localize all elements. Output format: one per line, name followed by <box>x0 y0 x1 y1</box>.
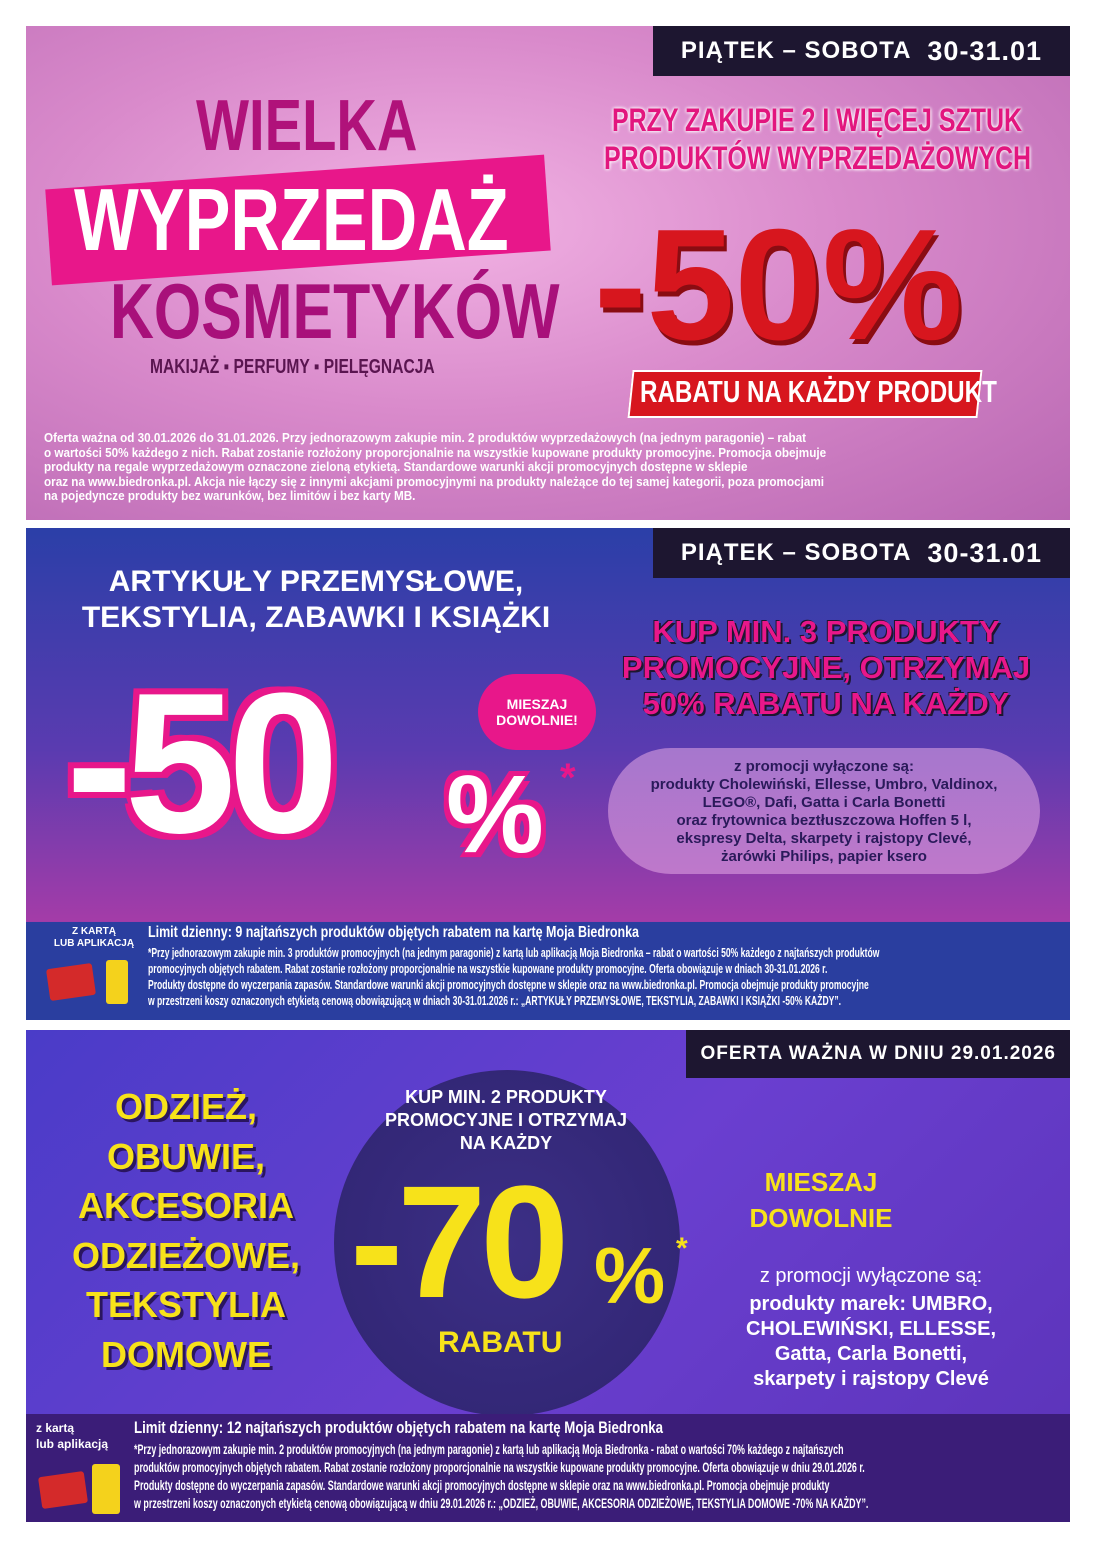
date-bar: OFERTA WAŻNA W DNIU 29.01.2026 <box>686 1030 1070 1078</box>
moja-biedronka-card-icon <box>45 962 97 1002</box>
date-range: 30-31.01 <box>927 537 1042 568</box>
date-days: PIĄTEK – SOBOTA <box>680 539 912 566</box>
fine-print: Oferta ważna od 30.01.2026 do 31.01.2026… <box>44 430 827 503</box>
date-range: 30-31.01 <box>927 35 1042 66</box>
discount-circle <box>334 1070 680 1416</box>
terms-bar: Z KARTĄ LUB APLIKACJĄ Limit dzienny: 9 na… <box>26 922 1070 1020</box>
discount-value: -50% <box>594 197 963 373</box>
mix-badge: MIESZAJ DOWOLNIE! <box>478 674 596 750</box>
date-bar: PIĄTEK – SOBOTA 30-31.01 <box>652 26 1070 76</box>
discount-label: RABATU <box>438 1326 563 1359</box>
card-label: Z KARTĄ LUB APLIKACJĄ <box>53 926 135 949</box>
title: ARTYKUŁY PRZEMYSŁOWE, TEKSTYLIA, ZABAWKI … <box>81 565 551 634</box>
title: ODZIEŻ, OBUWIE, AKCESORIA ODZIEŻOWE, TEKSTYL… <box>72 1086 300 1375</box>
categories: MAKIJAŻ ▪ PERFUMY ▪ PIELĘGNACJA <box>150 356 435 378</box>
title-line2: WYPRZEDAŻ <box>74 170 509 269</box>
industrial-goods-banner: PIĄTEK – SOBOTA 30-31.01 ARTYKUŁY PRZEMYS… <box>26 528 1070 1020</box>
discount-percent: % <box>446 753 544 876</box>
exclusions: z promocji wyłączone są: produkty Cholewi… <box>608 748 1040 874</box>
clothing-sale-banner: OFERTA WAŻNA W DNIU 29.01.2026 ODZIEŻ, OB… <box>26 1030 1070 1522</box>
terms-bar: z kartą lub aplikacją Limit dzienny: 12 n… <box>26 1414 1070 1522</box>
app-phone-icon <box>106 960 128 1004</box>
fine-print: *Przy jednorazowym zakupie min. 3 produk… <box>148 945 880 1008</box>
asterisk: * <box>560 756 576 800</box>
cosmetics-sale-banner: PIĄTEK – SOBOTA 30-31.01 WIELKA WYPRZEDAŻ… <box>26 26 1070 520</box>
date-days: PIĄTEK – SOBOTA <box>680 37 912 64</box>
discount-number: -50 <box>66 652 339 875</box>
discount-label: RABATU NA KAŻDY PRODUKT <box>640 374 997 409</box>
asterisk: * <box>676 1232 688 1265</box>
moja-biedronka-card-icon <box>37 1470 89 1510</box>
exclusions: produkty marek: UMBRO, CHOLEWIŃSKI, ELLES… <box>745 1293 997 1390</box>
condition-line2: PRODUKTÓW WYPRZEDAŻOWYCH <box>604 140 1032 176</box>
fine-print: *Przy jednorazowym zakupie min. 2 produk… <box>134 1442 869 1511</box>
date-bar: PIĄTEK – SOBOTA 30-31.01 <box>652 528 1070 578</box>
discount-number: -70 <box>350 1152 569 1331</box>
exclusions-header: z promocji wyłączone są: <box>759 1265 983 1287</box>
mix-text: MIESZAJ DOWOLNIE <box>749 1167 893 1233</box>
circle-text: KUP MIN. 2 PRODUKTY PROMOCYJNE I OTRZYMAJ… <box>384 1087 628 1153</box>
card-label: z kartą lub aplikacją <box>36 1421 109 1451</box>
condition: KUP MIN. 3 PRODUKTY PROMOCYJNE, OTRZYMAJ 5… <box>621 614 1031 721</box>
title-line3: KOSMETYKÓW <box>110 267 560 355</box>
condition-line1: PRZY ZAKUPIE 2 I WIĘCEJ SZTUK <box>612 102 1023 138</box>
daily-limit: Limit dzienny: 9 najtańszych produktów o… <box>148 924 639 941</box>
app-phone-icon <box>92 1464 120 1514</box>
discount-percent: % <box>594 1231 666 1320</box>
daily-limit: Limit dzienny: 12 najtańszych produktów … <box>134 1418 664 1437</box>
title-line1: WIELKA <box>196 86 418 166</box>
